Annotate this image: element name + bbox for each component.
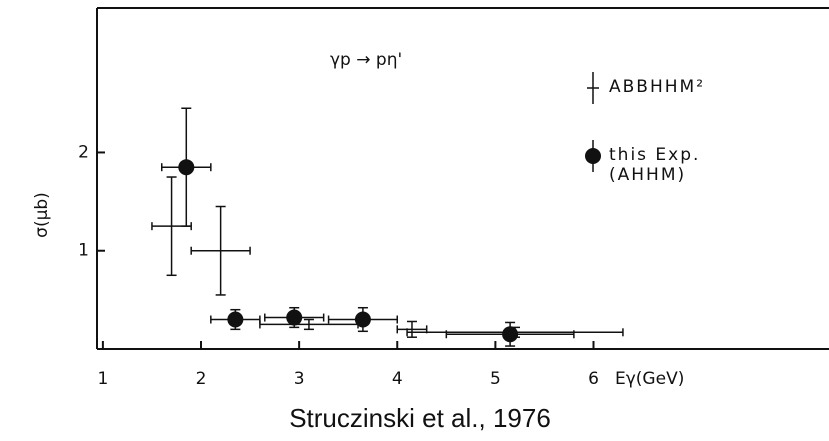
x-tick-label: 1 (97, 369, 108, 389)
y-tick-label: 1 (78, 241, 89, 261)
legend-symbol (585, 148, 601, 164)
x-tick-label: 6 (588, 369, 599, 389)
point (502, 326, 519, 343)
legend-label: ABBHHM² (609, 77, 706, 97)
x-tick-label: 5 (490, 369, 501, 389)
y-tick-label: 2 (78, 142, 89, 162)
legend-label: this Exp. (AHHM) (609, 145, 701, 185)
caption: Struczinski et al., 1976 (289, 403, 551, 433)
x-tick-label: 3 (294, 369, 305, 389)
point (227, 311, 244, 328)
point (354, 311, 371, 328)
x-tick-label: 2 (196, 369, 207, 389)
point (178, 159, 195, 176)
y-axis-label: σ(μb) (32, 192, 52, 238)
annotation: γp → pη' (330, 50, 402, 70)
point (286, 309, 303, 326)
x-axis-label: Eγ(GeV) (615, 369, 684, 389)
x-tick-label: 4 (392, 369, 403, 389)
